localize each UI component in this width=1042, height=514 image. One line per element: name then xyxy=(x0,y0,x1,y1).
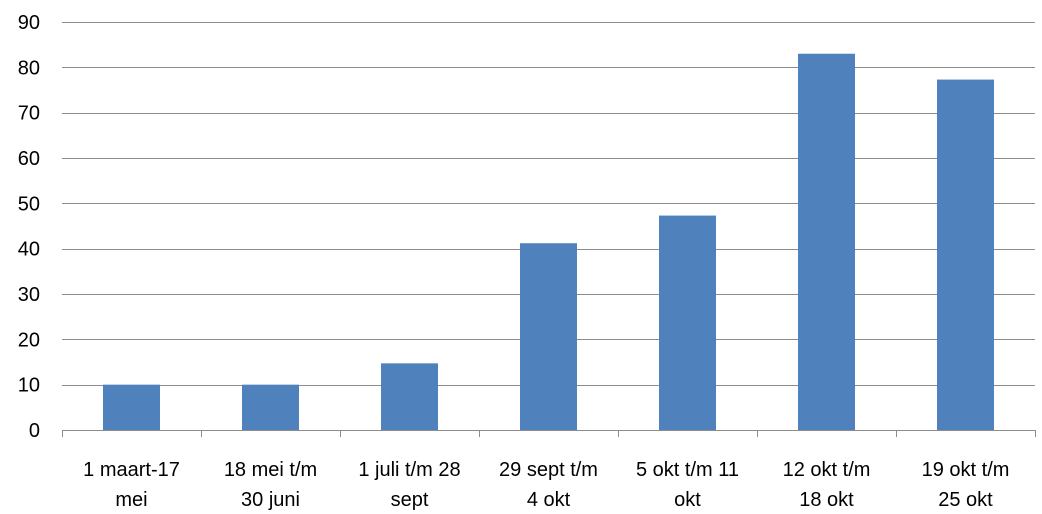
x-category-label: 18 mei t/m xyxy=(224,459,317,481)
y-tick-label: 50 xyxy=(18,193,40,215)
x-category-label: 1 juli t/m 28 xyxy=(358,459,460,481)
x-category-label: sept xyxy=(391,489,429,511)
bars xyxy=(103,53,994,430)
y-tick-label: 10 xyxy=(18,375,40,397)
x-category-label: 25 okt xyxy=(938,489,993,511)
bar xyxy=(103,384,160,430)
x-category-label: mei xyxy=(115,489,147,511)
y-tick-label: 60 xyxy=(18,148,40,170)
y-tick-label: 80 xyxy=(18,57,40,79)
x-category-label: 18 okt xyxy=(799,489,854,511)
x-category-label: 12 okt t/m xyxy=(783,459,871,481)
x-category-label: 30 juni xyxy=(241,489,300,511)
gridlines xyxy=(62,22,1035,386)
x-axis xyxy=(62,430,1036,437)
x-category-label: 29 sept t/m xyxy=(499,459,598,481)
x-category-label: okt xyxy=(674,489,701,511)
y-tick-label: 70 xyxy=(18,103,40,125)
bar xyxy=(659,215,716,430)
y-tick-label: 20 xyxy=(18,329,40,351)
y-tick-label: 40 xyxy=(18,239,40,261)
bar xyxy=(937,79,994,430)
bar xyxy=(381,363,438,430)
x-category-label: 5 okt t/m 11 xyxy=(636,459,739,481)
y-axis-tick-labels: 0 10 20 30 40 50 60 70 80 90 xyxy=(18,12,40,442)
bar xyxy=(242,384,299,430)
y-tick-label: 90 xyxy=(18,12,40,34)
bar xyxy=(798,53,855,430)
x-axis-category-labels: 1 maart-17 mei 18 mei t/m 30 juni 1 juli t/m… xyxy=(83,459,1009,511)
x-category-label: 1 maart-17 xyxy=(83,459,180,481)
y-tick-label: 30 xyxy=(18,284,40,306)
x-category-label: 19 okt t/m xyxy=(922,459,1010,481)
y-tick-label: 0 xyxy=(29,420,40,442)
x-category-label: 4 okt xyxy=(527,489,571,511)
bar xyxy=(520,243,577,430)
